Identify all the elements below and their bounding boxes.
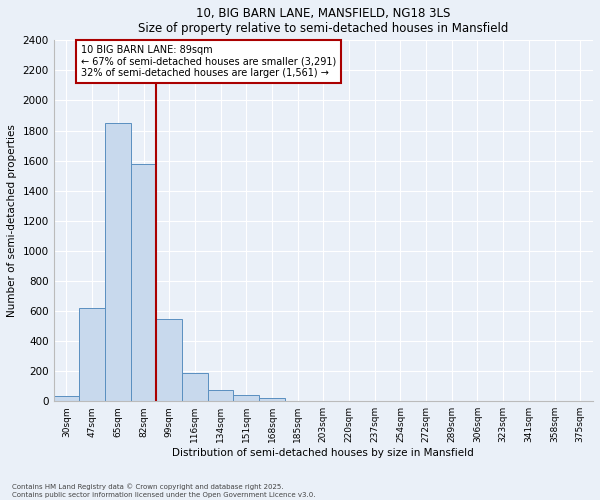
Bar (79, 308, 105, 402)
Text: 10 BIG BARN LANE: 89sqm
← 67% of semi-detached houses are smaller (3,291)
32% of: 10 BIG BARN LANE: 89sqm ← 67% of semi-de… (80, 45, 336, 78)
Bar (53, 396, 79, 402)
Bar (233, 395, 259, 402)
Bar (131, 164, 157, 402)
Title: 10, BIG BARN LANE, MANSFIELD, NG18 3LS
Size of property relative to semi-detache: 10, BIG BARN LANE, MANSFIELD, NG18 3LS S… (138, 7, 509, 35)
Bar (182, 374, 208, 402)
Bar (208, 390, 233, 402)
Bar (259, 398, 285, 402)
Bar (157, 318, 182, 402)
Bar (105, 123, 131, 402)
Text: Contains HM Land Registry data © Crown copyright and database right 2025.
Contai: Contains HM Land Registry data © Crown c… (12, 484, 316, 498)
Y-axis label: Number of semi-detached properties: Number of semi-detached properties (7, 124, 17, 317)
X-axis label: Distribution of semi-detached houses by size in Mansfield: Distribution of semi-detached houses by … (172, 448, 474, 458)
